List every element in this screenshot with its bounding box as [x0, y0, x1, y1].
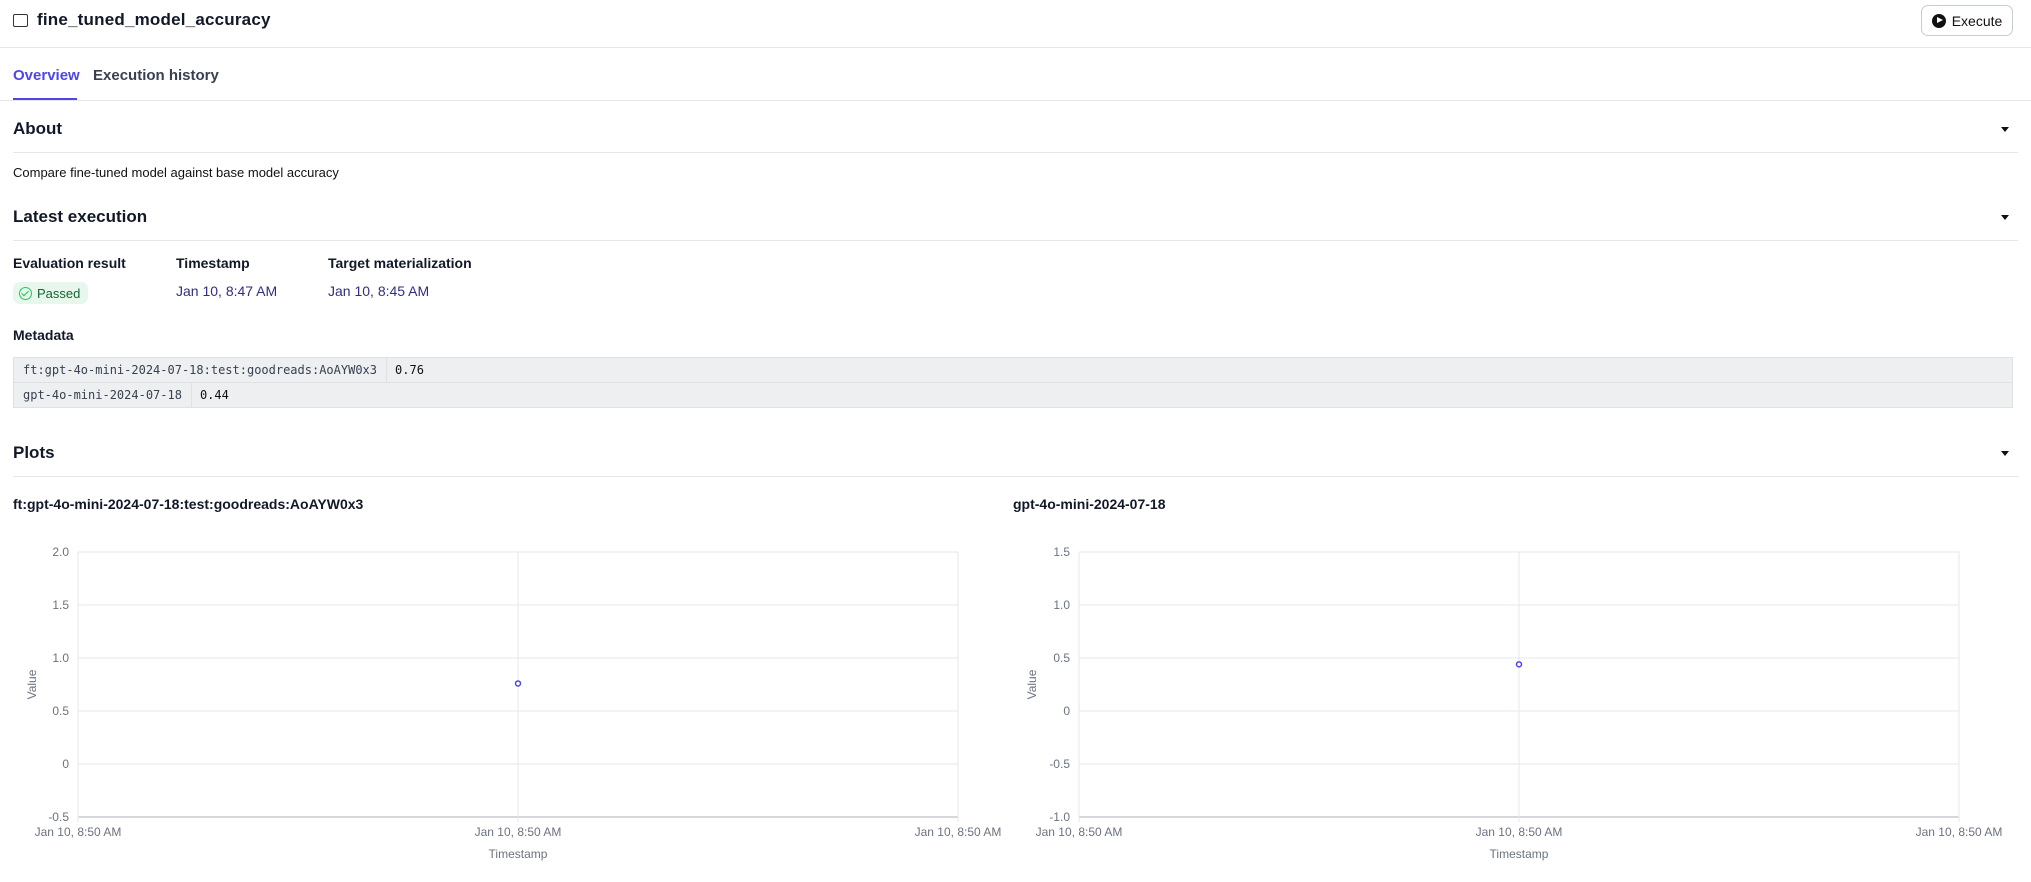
- chevron-down-icon[interactable]: [2001, 451, 2009, 456]
- target-materialization-label: Target materialization: [328, 255, 472, 271]
- timestamp-link[interactable]: Jan 10, 8:47 AM: [176, 283, 278, 299]
- x-tick-label: Jan 10, 8:50 AM: [35, 825, 122, 839]
- metadata-value: 0.44: [199, 387, 229, 402]
- metadata-key: ft:gpt-4o-mini-2024-07-18:test:goodreads…: [14, 358, 388, 382]
- x-axis-label: Timestamp: [1490, 847, 1549, 861]
- chevron-down-icon[interactable]: [2001, 215, 2009, 220]
- y-tick-label: -1.0: [1049, 810, 1070, 824]
- data-point: [514, 680, 522, 687]
- y-tick-label: 0.5: [1053, 651, 1070, 665]
- metadata-key: gpt-4o-mini-2024-07-18: [14, 382, 192, 407]
- check-circle-icon: [19, 286, 32, 300]
- metadata-table: ft:gpt-4o-mini-2024-07-18:test:goodreads…: [13, 357, 2013, 408]
- y-tick-label: 0.5: [52, 704, 69, 718]
- status-text: Passed: [37, 285, 81, 301]
- tab-execution-history[interactable]: Execution history: [93, 67, 219, 84]
- table-row: gpt-4o-mini-2024-07-18 0.44: [14, 382, 2012, 407]
- x-tick-label: Jan 10, 8:50 AM: [1036, 825, 1123, 839]
- plots-heading[interactable]: Plots: [13, 443, 55, 462]
- timestamp-label: Timestamp: [176, 255, 250, 271]
- metadata-label: Metadata: [13, 327, 74, 343]
- x-tick-label: Jan 10, 8:50 AM: [1916, 825, 2003, 839]
- chevron-down-icon[interactable]: [2001, 127, 2009, 132]
- divider: [13, 152, 2018, 153]
- tab-bar: Overview Execution history: [0, 48, 2031, 101]
- chart-title: gpt-4o-mini-2024-07-18: [1013, 496, 1166, 512]
- metadata-value: 0.76: [395, 362, 424, 377]
- execute-button[interactable]: Execute: [1921, 5, 2013, 36]
- evaluation-result-label: Evaluation result: [13, 255, 126, 271]
- y-tick-label: 0: [62, 757, 69, 771]
- y-tick-label: 1.0: [52, 651, 69, 665]
- page-header: [0, 0, 2031, 48]
- chart-title: ft:gpt-4o-mini-2024-07-18:test:goodreads…: [13, 496, 364, 512]
- about-heading[interactable]: About: [13, 119, 63, 138]
- y-tick-label: -0.5: [48, 810, 69, 824]
- y-tick-label: -0.5: [1049, 757, 1070, 771]
- play-icon: [1931, 13, 1946, 28]
- x-tick-label: Jan 10, 8:50 AM: [1476, 825, 1563, 839]
- table-row: ft:gpt-4o-mini-2024-07-18:test:goodreads…: [14, 358, 2012, 383]
- y-tick-label: 1.5: [1053, 545, 1070, 559]
- y-tick-label: 1.5: [52, 598, 69, 612]
- y-tick-label: 0: [1063, 704, 1070, 718]
- divider: [13, 240, 2018, 241]
- y-axis-label: Value: [25, 669, 39, 699]
- target-materialization-link[interactable]: Jan 10, 8:45 AM: [328, 283, 430, 299]
- status-badge: Passed: [13, 282, 89, 304]
- latest-execution-heading[interactable]: Latest execution: [13, 207, 148, 226]
- divider: [13, 476, 2018, 477]
- active-tab-indicator: [13, 98, 77, 100]
- execute-label: Execute: [1951, 12, 2003, 29]
- x-tick-label: Jan 10, 8:50 AM: [915, 825, 1002, 839]
- data-point: [1515, 661, 1523, 668]
- x-axis-label: Timestamp: [489, 847, 548, 861]
- y-tick-label: 2.0: [52, 545, 69, 559]
- y-tick-label: 1.0: [1053, 598, 1070, 612]
- page-title: fine_tuned_model_accuracy: [37, 10, 271, 29]
- y-axis-label: Value: [1025, 669, 1039, 699]
- report-check-icon: [13, 14, 28, 27]
- about-description: Compare fine-tuned model against base mo…: [13, 165, 339, 180]
- tab-overview[interactable]: Overview: [13, 67, 80, 84]
- x-tick-label: Jan 10, 8:50 AM: [475, 825, 562, 839]
